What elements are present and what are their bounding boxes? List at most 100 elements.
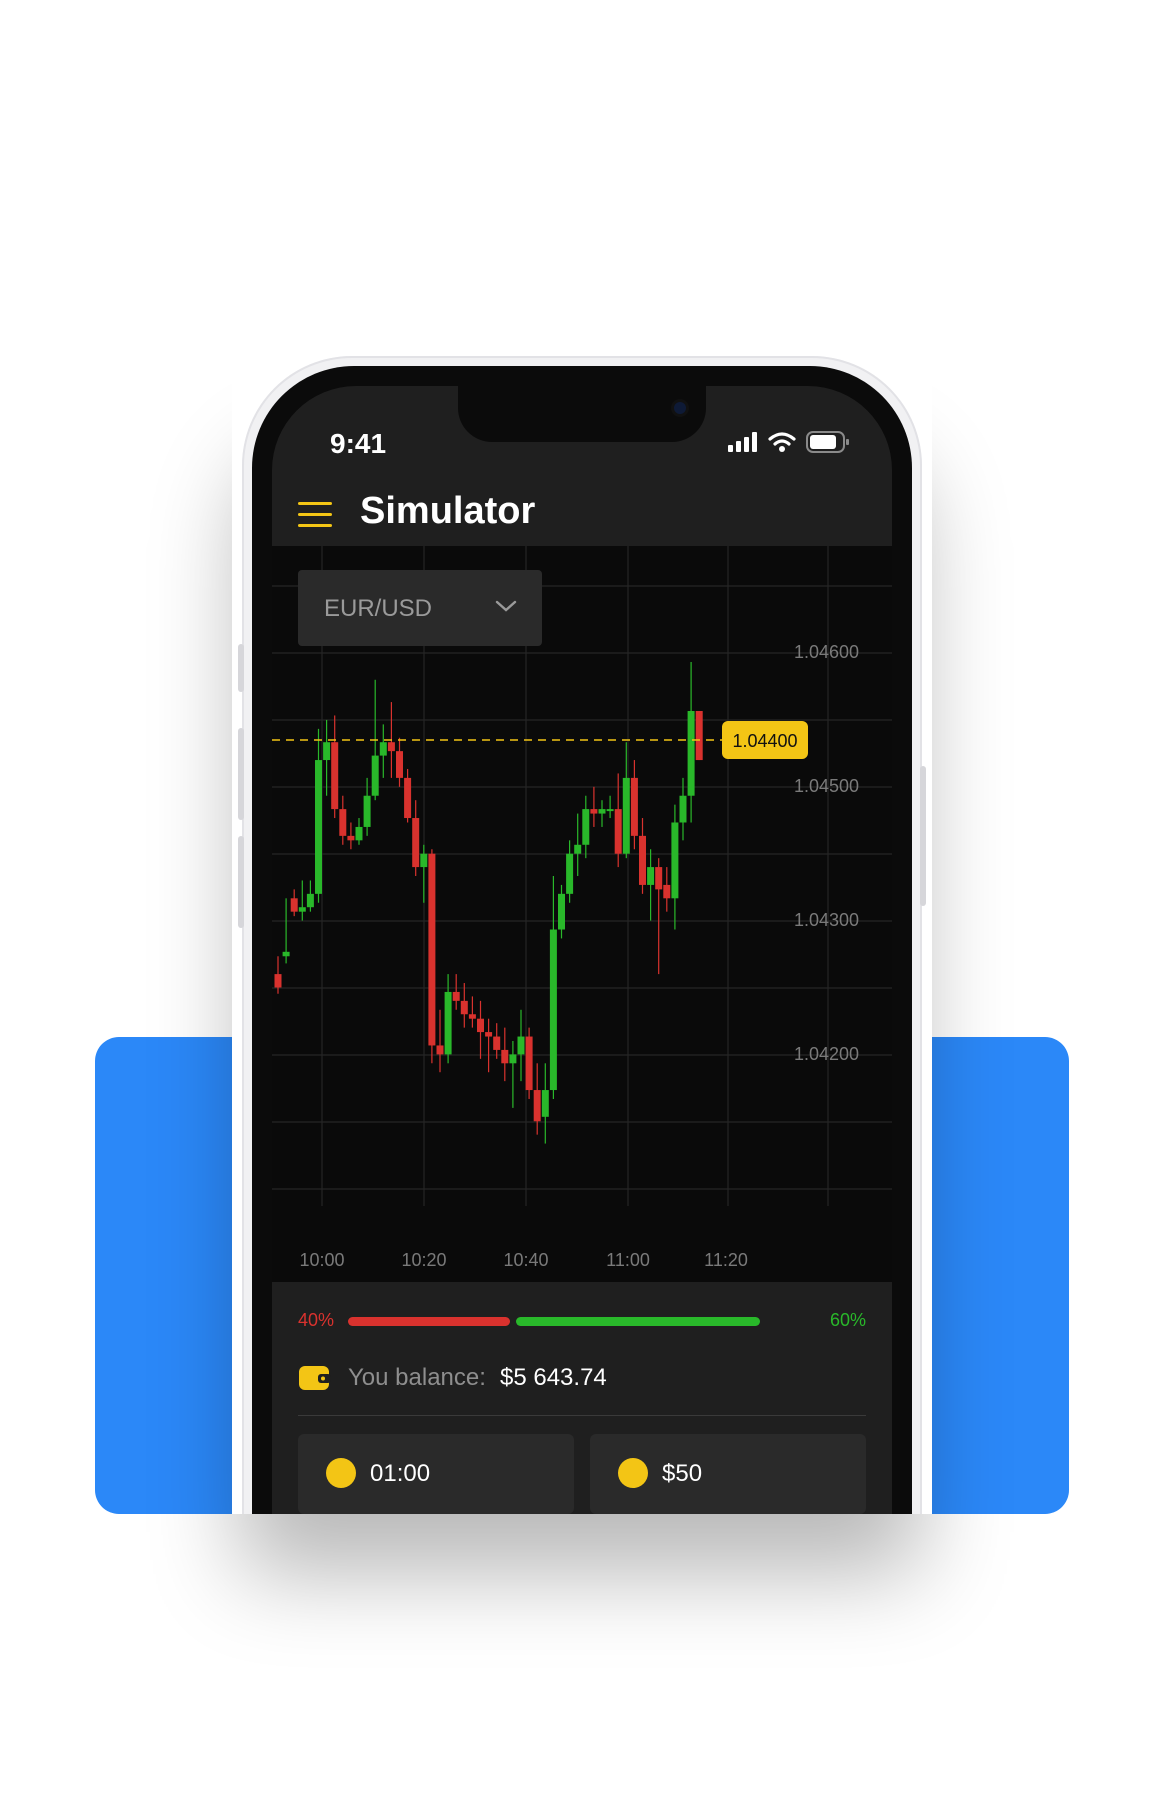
candle-body-up (671, 822, 679, 899)
candle-body-down (493, 1036, 501, 1050)
battery-icon (806, 431, 849, 453)
candle-body-down (387, 742, 395, 752)
buy-percentage: 60% (829, 1310, 866, 1330)
candle-body-down (630, 777, 638, 836)
candle-body-down (468, 1014, 476, 1019)
camera-icon (674, 402, 686, 414)
buy-sentiment-bar (515, 1317, 760, 1326)
status-time: 9:41 (330, 428, 387, 459)
candle-body-up (622, 777, 630, 854)
volume-up-button (238, 728, 244, 820)
x-tick-label: 10:40 (503, 1250, 548, 1270)
candle-body-down (477, 1018, 484, 1033)
candle-body-down (412, 818, 420, 868)
candle-body-up (323, 742, 331, 761)
candle-body-up (598, 809, 606, 814)
x-tick-label: 11:00 (606, 1250, 650, 1270)
candle-body-down (695, 711, 703, 761)
candle-body-down (663, 884, 671, 899)
candle-body-up (679, 795, 687, 823)
phone-mockup: 9:41 (232, 348, 932, 1514)
candle-body-down (655, 867, 663, 890)
candle-body-up (647, 867, 655, 885)
candle-body-down (396, 751, 403, 778)
candle-body-up (574, 844, 582, 854)
candle-body-down (639, 835, 646, 885)
amount-selector[interactable]: $50 (590, 1434, 866, 1514)
trade-panel: 40% 60% You balance: $5 643.74 01:00 (272, 1282, 892, 1514)
candle-body-down (501, 1049, 509, 1064)
mute-switch (238, 644, 244, 692)
candle-body-up (582, 809, 590, 845)
amount-value: $50 (662, 1460, 703, 1487)
app-screen: 9:41 (272, 386, 892, 1514)
signal-icon (728, 432, 757, 452)
candle-body-down (485, 1032, 493, 1037)
candle-body-down (290, 898, 298, 912)
candle-body-up (687, 711, 695, 796)
candle-body-up (420, 853, 428, 868)
candle-body-down (590, 809, 598, 814)
candle-body-down (436, 1045, 444, 1055)
volume-down-button (238, 836, 244, 928)
sell-sentiment-bar (348, 1317, 510, 1326)
y-tick-label: 1.04300 (794, 910, 859, 930)
phone-notch (458, 386, 706, 442)
candle-body-down (452, 991, 460, 1001)
candle-body-down (404, 777, 412, 819)
wifi-icon (768, 432, 796, 452)
current-price-badge (722, 721, 808, 759)
phone-frame: 9:41 (238, 356, 926, 1514)
x-tick-label: 11:20 (704, 1250, 748, 1270)
x-tick-label: 10:20 (401, 1250, 446, 1270)
phone-bezel: 9:41 (252, 366, 912, 1514)
candle-body-up (298, 907, 306, 912)
current-price-label: 1.04400 (732, 731, 797, 751)
candle-body-up (282, 951, 290, 957)
timer-icon (326, 1458, 356, 1488)
power-button (920, 766, 926, 906)
page-title: Simulator (360, 490, 536, 532)
x-tick-label: 10:00 (299, 1250, 344, 1270)
candle-body-up (371, 755, 379, 796)
candle-body-down (274, 974, 282, 988)
candle-body-down (525, 1036, 533, 1091)
candle-body-down (339, 809, 347, 836)
chart-background (272, 546, 892, 1282)
hamburger-menu-icon[interactable] (298, 502, 332, 528)
wallet-icon (299, 1366, 331, 1390)
candle-body-down (614, 809, 622, 854)
balance-value: $5 643.74 (500, 1364, 607, 1391)
sell-percentage: 40% (298, 1310, 335, 1330)
candle-body-up (509, 1054, 517, 1064)
candle-body-up (566, 853, 574, 894)
candle-body-up (306, 893, 314, 908)
candle-body-up (549, 929, 557, 1091)
candle-body-up (315, 760, 322, 894)
candle-body-up (558, 893, 565, 930)
app-header: 9:41 (272, 386, 892, 546)
dollar-coin-icon (618, 1458, 648, 1488)
currency-pair-select[interactable]: EUR/USD (298, 570, 542, 646)
candle-body-up (379, 742, 387, 756)
candle-body-up (541, 1090, 549, 1117)
candlestick-chart[interactable]: 1.04600 1.04500 1.04300 1.04200 10:00 10:20 10… (272, 546, 892, 1282)
candle-body-up (355, 826, 363, 841)
currency-pair-label: EUR/USD (324, 595, 433, 622)
candle-body-up (606, 809, 614, 812)
candle-body-down (460, 1000, 468, 1015)
duration-selector[interactable]: 01:00 (298, 1434, 574, 1514)
candle-body-down (428, 853, 436, 1046)
candle-body-down (347, 835, 355, 841)
y-tick-label: 1.04500 (794, 776, 859, 796)
balance-label: You balance: (348, 1364, 486, 1391)
y-tick-label: 1.04600 (794, 642, 859, 662)
status-icons (728, 430, 850, 454)
y-tick-label: 1.04200 (794, 1044, 859, 1064)
divider (298, 1415, 866, 1416)
candle-body-down (533, 1090, 541, 1122)
candle-body-down (331, 742, 339, 810)
candle-body-up (363, 795, 371, 827)
candle-body-up (517, 1036, 525, 1055)
candle-body-up (444, 991, 452, 1055)
